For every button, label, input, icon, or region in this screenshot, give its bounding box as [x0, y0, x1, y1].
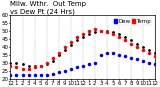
- Text: Milw. Wthr.  Out Temp
vs Dew Pt (24 Hrs): Milw. Wthr. Out Temp vs Dew Pt (24 Hrs): [10, 1, 86, 15]
- Legend: Dew, Temp: Dew, Temp: [113, 18, 152, 25]
